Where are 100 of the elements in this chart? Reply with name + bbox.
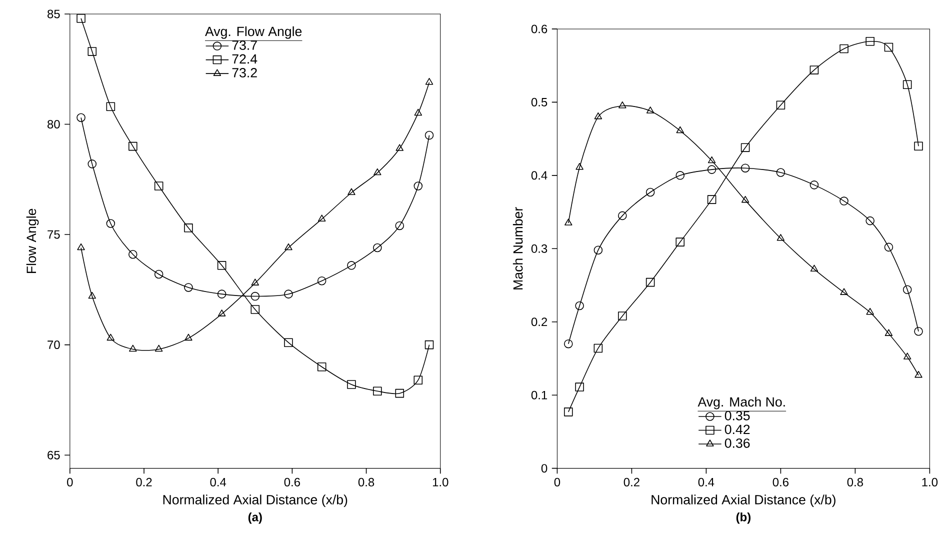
point bbox=[284, 290, 293, 298]
point bbox=[866, 36, 874, 46]
point bbox=[184, 282, 193, 292]
point bbox=[646, 278, 655, 287]
x-axis-title: Normalized Axial Distance (x/b) bbox=[652, 494, 836, 507]
legend-label: 0.36 bbox=[724, 438, 750, 448]
point bbox=[594, 246, 603, 254]
y-axis-title: Flow Angle bbox=[26, 208, 39, 273]
point bbox=[373, 386, 382, 396]
point bbox=[810, 264, 818, 272]
point bbox=[618, 101, 626, 108]
x-tick-label: 1.0 bbox=[922, 478, 938, 486]
y-axis-title: Mach Number bbox=[512, 206, 523, 290]
text: (b) bbox=[736, 512, 751, 524]
point bbox=[154, 344, 163, 352]
point bbox=[646, 106, 654, 114]
y-tick-label: 70 bbox=[48, 340, 60, 349]
legend-label: 0.35 bbox=[724, 410, 750, 420]
point bbox=[374, 168, 382, 176]
x-tick-label: 0.8 bbox=[847, 478, 863, 486]
point bbox=[707, 195, 716, 204]
point bbox=[88, 292, 96, 299]
legend-title: Avg. Flow Angle bbox=[205, 26, 302, 39]
point bbox=[250, 305, 260, 314]
point bbox=[776, 168, 786, 177]
y-tick-label: 75 bbox=[48, 230, 60, 239]
point bbox=[884, 329, 893, 336]
point bbox=[840, 44, 848, 54]
point bbox=[740, 143, 750, 152]
point bbox=[576, 162, 584, 170]
point bbox=[250, 292, 260, 301]
point bbox=[77, 243, 85, 250]
y-tick-label: 0 bbox=[541, 464, 548, 472]
x-tick-label: 0 bbox=[554, 478, 560, 486]
point bbox=[414, 108, 422, 116]
point bbox=[776, 234, 785, 241]
point bbox=[347, 380, 356, 389]
point bbox=[424, 130, 434, 140]
point bbox=[106, 219, 116, 228]
point bbox=[128, 142, 138, 151]
point bbox=[646, 188, 655, 197]
point bbox=[776, 100, 786, 110]
x-tick-label: 0.4 bbox=[698, 478, 714, 486]
y-tick-label: 0.6 bbox=[531, 24, 548, 34]
point bbox=[425, 78, 434, 85]
x-tick-label: 1.0 bbox=[432, 478, 448, 486]
point bbox=[708, 156, 716, 164]
y-tick-label: 0.5 bbox=[531, 98, 548, 106]
legend-label: 73.2 bbox=[232, 68, 257, 78]
legend-label: 73.7 bbox=[232, 40, 257, 50]
x-axis-title: Normalized Axial Distance (x/b) bbox=[163, 494, 348, 507]
point bbox=[575, 382, 584, 392]
y-tick-label: 85 bbox=[48, 10, 60, 18]
point bbox=[902, 285, 912, 294]
point bbox=[810, 180, 819, 190]
point bbox=[741, 196, 750, 203]
point bbox=[866, 308, 874, 315]
point bbox=[184, 223, 193, 232]
text: (a) bbox=[248, 512, 262, 524]
x-tick-label: 0.4 bbox=[210, 478, 226, 486]
point bbox=[76, 14, 86, 23]
point bbox=[88, 159, 97, 168]
point bbox=[154, 182, 164, 190]
point bbox=[866, 216, 874, 226]
point bbox=[284, 243, 292, 250]
y-tick-label: 0.3 bbox=[531, 244, 548, 253]
point bbox=[618, 312, 627, 320]
y-tick-label: 80 bbox=[48, 120, 60, 128]
point bbox=[424, 340, 434, 350]
point bbox=[884, 42, 894, 52]
point bbox=[914, 326, 923, 336]
point bbox=[902, 80, 912, 89]
x-tick-label: 0 bbox=[67, 478, 73, 486]
point bbox=[88, 46, 97, 56]
point bbox=[840, 288, 848, 295]
point bbox=[810, 65, 819, 74]
point bbox=[129, 344, 137, 352]
point bbox=[318, 214, 326, 222]
point bbox=[676, 170, 685, 180]
point bbox=[414, 182, 423, 190]
x-tick-label: 0.6 bbox=[772, 478, 788, 486]
x-tick-label: 0.6 bbox=[284, 478, 300, 486]
point bbox=[884, 242, 894, 252]
point bbox=[740, 164, 750, 172]
point bbox=[395, 221, 404, 230]
point bbox=[217, 260, 226, 270]
legend-title: Avg. Mach No. bbox=[698, 396, 785, 410]
point bbox=[414, 376, 423, 384]
point bbox=[594, 112, 602, 120]
point bbox=[218, 309, 226, 316]
x-tick-label: 0.8 bbox=[358, 478, 374, 486]
point bbox=[348, 188, 356, 195]
x-tick-label: 0.2 bbox=[136, 478, 152, 486]
legend-label: 0.42 bbox=[724, 424, 750, 434]
point bbox=[840, 196, 848, 206]
y-tick-label: 0.4 bbox=[531, 171, 548, 180]
point bbox=[707, 165, 716, 174]
point bbox=[347, 260, 356, 270]
point bbox=[903, 352, 912, 360]
point bbox=[284, 338, 293, 347]
